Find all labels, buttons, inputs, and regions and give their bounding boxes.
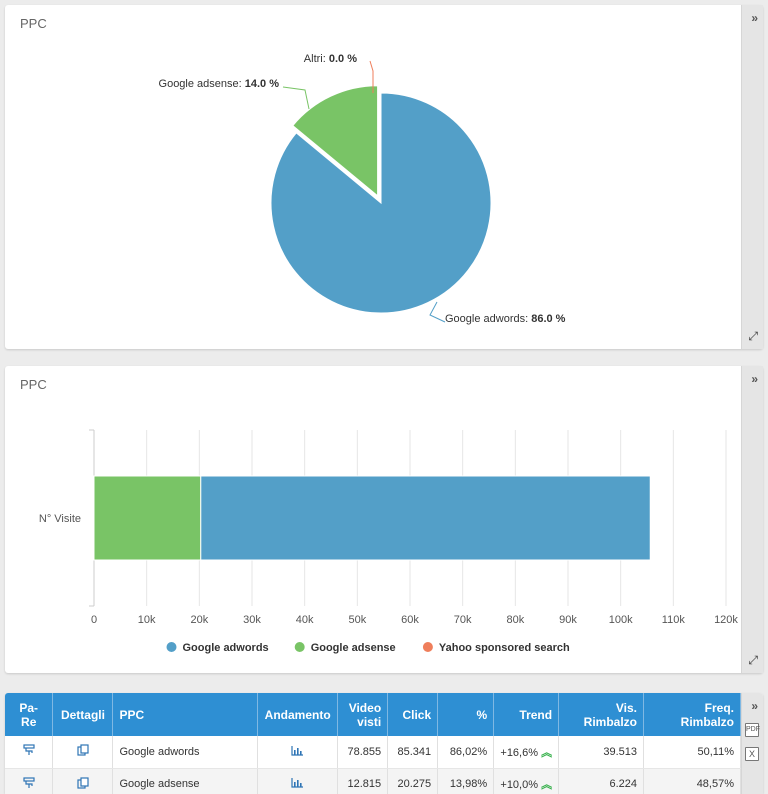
vis-rimbalzo-cell: 6.224 (558, 768, 645, 794)
legend-marker[interactable] (166, 642, 177, 652)
andamento-cell[interactable] (257, 736, 339, 769)
compare-icon[interactable] (23, 744, 35, 756)
pie-label-connector (369, 60, 374, 93)
pie-label-name: Altri: (304, 53, 329, 65)
ppc-table: Pa- Re Dettagli PPC Andamento Video visti … (5, 693, 741, 794)
table-header-row: Pa- Re Dettagli PPC Andamento Video visti … (5, 693, 741, 736)
video-visti-cell: 12.815 (337, 768, 389, 794)
bar-panel-sidebar: » (741, 366, 763, 673)
pie-panel-title: PPC (20, 16, 47, 31)
andamento-cell[interactable] (257, 768, 339, 794)
bar-chart: 0 10k 20k 30k 40k 50k 60k 70k 80k 90k 100k 110k 120k… (39, 429, 738, 654)
pie-slice-google-adsense[interactable] (292, 85, 379, 197)
col-header-andamento[interactable]: Andamento (257, 693, 339, 736)
x-tick-label: 70k (454, 614, 472, 626)
col-header-trend[interactable]: Trend (493, 693, 560, 736)
col-header-ppc[interactable]: PPC (112, 693, 259, 736)
trend-cell: +10,0% ︽ (493, 768, 560, 794)
bar-google-adsense[interactable] (93, 475, 202, 561)
video-visti-cell: 78.855 (337, 736, 389, 769)
click-cell: 20.275 (387, 768, 439, 794)
bar-panel-title: PPC (20, 377, 47, 392)
pie-slice-google-adwords[interactable] (270, 92, 492, 314)
x-tick-label: 110k (662, 614, 686, 626)
trend-value: +10,0% (500, 779, 539, 791)
legend-marker[interactable] (294, 642, 305, 652)
col-header-percent[interactable]: % (437, 693, 495, 736)
collapse-sidebar-icon[interactable]: » (751, 699, 758, 713)
details-icon[interactable] (77, 776, 89, 789)
trend-value: +16,6% (500, 746, 539, 759)
bar-chart-icon[interactable] (291, 745, 304, 756)
x-tick-label: 20k (190, 614, 208, 626)
col-header-click[interactable]: Click (387, 693, 439, 736)
click-cell: 85.341 (387, 736, 439, 769)
bar-google-adwords[interactable] (200, 475, 651, 561)
table-row[interactable]: Google adwords 78.855 85.341 86,02% +16,… (5, 736, 741, 769)
col-header-pare[interactable]: Pa- Re (5, 693, 54, 736)
compare-icon[interactable] (23, 776, 35, 789)
table-panel-sidebar: » PDF X (741, 693, 763, 794)
x-tick-label: 100k (609, 614, 633, 626)
collapse-sidebar-icon[interactable]: » (751, 372, 758, 386)
pie-panel-sidebar: » (741, 5, 763, 349)
pie-chart-panel: PPC » ⤢ Google adwords: 86.0 % Google ads… (5, 5, 763, 349)
expand-icon[interactable]: ⤢ (748, 329, 758, 343)
details-icon[interactable] (77, 744, 89, 756)
trend-up-icon: ︽ (541, 746, 553, 759)
freq-rimbalzo-cell: 50,11% (643, 736, 741, 769)
pie-label-value: 86.0 % (531, 313, 565, 325)
freq-rimbalzo-cell: 48,57% (643, 768, 741, 794)
pie-label-value: 0.0 % (329, 53, 357, 65)
trend-up-icon: ︽ (541, 779, 553, 791)
x-tick-label: 50k (348, 614, 366, 626)
pie-label-connector (282, 86, 310, 110)
ppc-name-cell: Google adwords (112, 736, 259, 769)
pie-label-connector (429, 301, 446, 323)
col-header-freq-rimbalzo[interactable]: Freq. Rimbalzo (643, 693, 741, 736)
bar-chart-icon[interactable] (291, 777, 304, 788)
x-tick-label: 30k (243, 614, 261, 626)
pdf-export-icon[interactable]: PDF (745, 723, 760, 737)
pie-label-value: 14.0 % (245, 78, 279, 90)
pie-data-label: Google adwords: 86.0 % (445, 313, 566, 325)
legend-item-label[interactable]: Yahoo sponsored search (439, 642, 570, 654)
ppc-table-panel: Pa- Re Dettagli PPC Andamento Video visti … (5, 693, 763, 794)
table-row[interactable]: Google adsense 12.815 20.275 13,98% +10,… (5, 768, 741, 794)
y-category-label: N° Visite (39, 513, 81, 525)
col-header-vis-rimbalzo[interactable]: Vis. Rimbalzo (558, 693, 645, 736)
x-tick-label: 120k (714, 614, 738, 626)
x-tick-label: 90k (559, 614, 577, 626)
x-tick-label: 80k (506, 614, 524, 626)
legend-item-label[interactable]: Google adsense (311, 642, 396, 654)
pie-data-label: Altri: 0.0 % (304, 53, 357, 65)
pie-data-label: Google adsense: 14.0 % (159, 78, 280, 90)
percent-cell: 13,98% (437, 768, 495, 794)
vis-rimbalzo-cell: 39.513 (558, 736, 645, 769)
x-tick-label: 10k (138, 614, 156, 626)
ppc-name-cell: Google adsense (112, 768, 259, 794)
pie-chart: Google adwords: 86.0 % Google adsense: 14… (159, 53, 566, 325)
excel-export-icon[interactable]: X (745, 747, 759, 761)
pie-label-name: Google adsense: (159, 78, 245, 90)
legend-item-label[interactable]: Google adwords (183, 642, 269, 654)
collapse-sidebar-icon[interactable]: » (751, 11, 758, 25)
x-tick-label: 0 (91, 614, 97, 626)
legend-marker[interactable] (422, 642, 433, 652)
pare-cell[interactable] (5, 736, 54, 769)
percent-cell: 86,02% (437, 736, 495, 769)
dettagli-cell[interactable] (52, 768, 114, 794)
bar-chart-panel: PPC » ⤢ 0 10k 20k 30k 40k 50k 60k 70k 80k 90k 100k… (5, 366, 763, 673)
x-tick-label: 60k (401, 614, 419, 626)
pare-cell[interactable] (5, 768, 54, 794)
expand-icon[interactable]: ⤢ (748, 653, 758, 667)
col-header-dettagli[interactable]: Dettagli (52, 693, 114, 736)
pie-label-name: Google adwords: (445, 313, 531, 325)
dettagli-cell[interactable] (52, 736, 114, 769)
col-header-video-visti[interactable]: Video visti (337, 693, 389, 736)
x-tick-label: 40k (296, 614, 314, 626)
trend-cell: +16,6% ︽ (493, 736, 560, 769)
